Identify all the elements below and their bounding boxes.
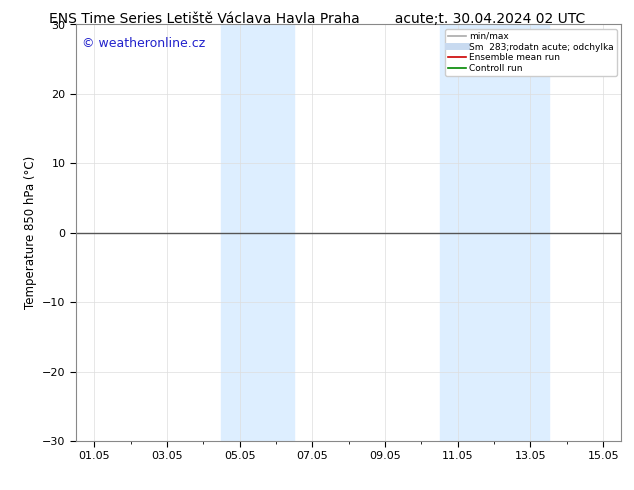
- Bar: [439, 24, 548, 441]
- Bar: [221, 24, 294, 441]
- Text: © weatheronline.cz: © weatheronline.cz: [82, 37, 205, 50]
- Text: ENS Time Series Letiště Václava Havla Praha        acute;t. 30.04.2024 02 UTC: ENS Time Series Letiště Václava Havla Pr…: [49, 12, 585, 26]
- Legend: min/max, Sm  283;rodatn acute; odchylka, Ensemble mean run, Controll run: min/max, Sm 283;rodatn acute; odchylka, …: [445, 29, 617, 76]
- Y-axis label: Temperature 850 hPa (°C): Temperature 850 hPa (°C): [23, 156, 37, 309]
